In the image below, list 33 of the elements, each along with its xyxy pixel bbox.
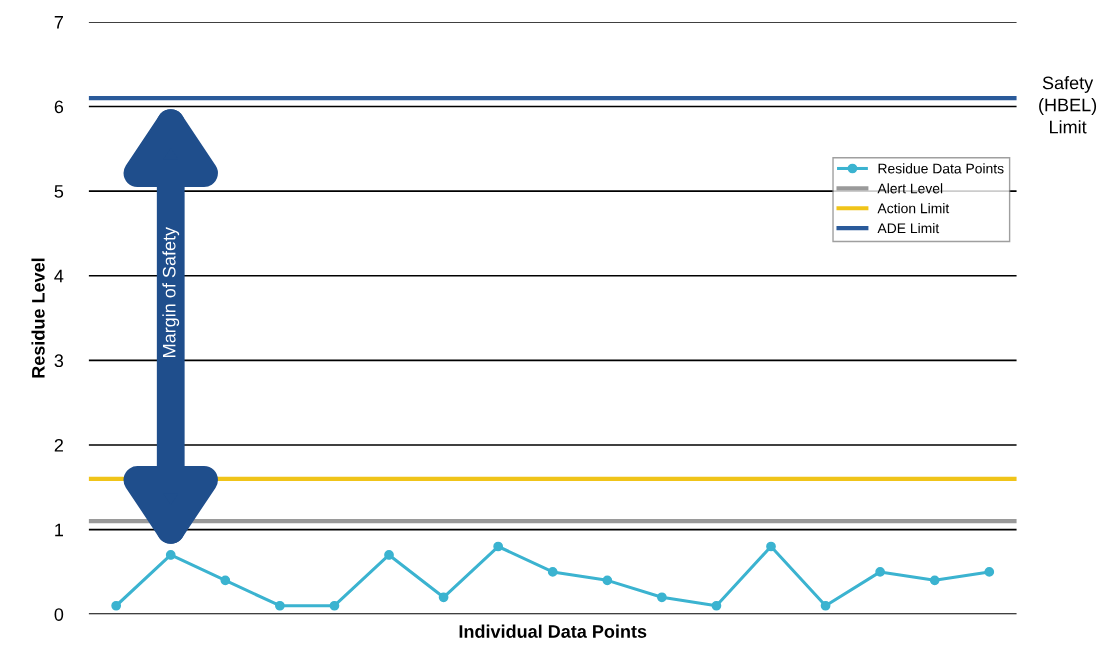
point bbox=[657, 592, 667, 603]
point bbox=[929, 575, 940, 586]
y-axis-title: Residue Level bbox=[31, 258, 45, 378]
text: Safety (HBEL) Limit bbox=[1039, 76, 1097, 134]
point bbox=[165, 550, 176, 560]
y-tick-label: 2 bbox=[54, 438, 63, 452]
legend-label: Alert Level bbox=[877, 183, 943, 194]
point bbox=[602, 575, 613, 586]
point bbox=[766, 541, 776, 552]
y-tick-label: 3 bbox=[54, 354, 64, 368]
point bbox=[984, 567, 995, 577]
point bbox=[820, 600, 831, 611]
y-tick-label: 0 bbox=[54, 608, 64, 621]
y-tick-label: 6 bbox=[54, 100, 64, 114]
point bbox=[711, 600, 722, 611]
legend-label: Action Limit bbox=[877, 203, 950, 214]
point bbox=[875, 567, 886, 577]
point bbox=[275, 600, 285, 611]
point bbox=[493, 541, 504, 552]
x-axis-title: Individual Data Points bbox=[459, 624, 647, 638]
y-tick-label: 1 bbox=[55, 523, 63, 537]
y-tick-label: 7 bbox=[54, 16, 63, 29]
annotation: Margin of Safety bbox=[162, 226, 180, 357]
y-tick-label: 5 bbox=[54, 185, 64, 198]
point bbox=[111, 600, 122, 611]
point bbox=[438, 592, 449, 603]
point bbox=[547, 567, 558, 577]
point bbox=[329, 600, 340, 611]
legend-label: Residue Data Points bbox=[878, 163, 1004, 174]
point bbox=[384, 550, 394, 560]
point bbox=[220, 575, 231, 586]
y-tick-label: 4 bbox=[54, 269, 64, 283]
legend-label: ADE Limit bbox=[877, 222, 940, 234]
